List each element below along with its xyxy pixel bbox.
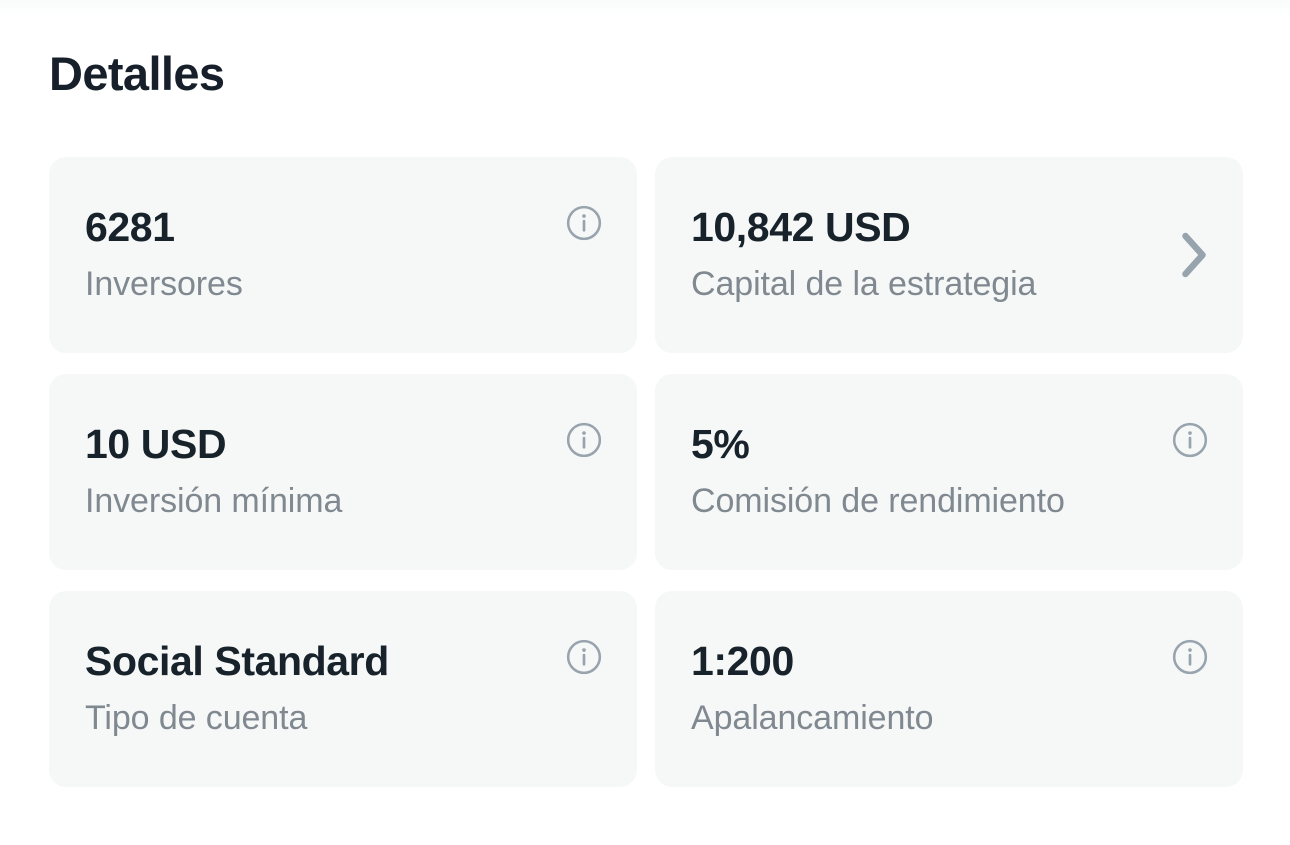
- detail-card-label: Capital de la estrategia: [691, 265, 1037, 303]
- detail-card-value: 10,842 USD: [691, 204, 911, 250]
- detail-card-label: Inversión mínima: [85, 482, 343, 520]
- info-circle-icon[interactable]: [1171, 421, 1209, 459]
- detail-card-value: 1:200: [691, 638, 794, 684]
- details-grid: 6281 Inversores 10,842 USD Capital de la…: [49, 157, 1243, 787]
- info-circle-icon[interactable]: [565, 421, 603, 459]
- detail-card-value: 5%: [691, 421, 750, 467]
- detail-card-label: Inversores: [85, 265, 243, 303]
- detail-card-tipo-de-cuenta[interactable]: Social Standard Tipo de cuenta: [49, 591, 637, 787]
- detail-card-inversores[interactable]: 6281 Inversores: [49, 157, 637, 353]
- detail-card-inversion-minima[interactable]: 10 USD Inversión mínima: [49, 374, 637, 570]
- detail-card-label: Comisión de rendimiento: [691, 482, 1065, 520]
- info-circle-icon[interactable]: [565, 638, 603, 676]
- detail-card-apalancamiento[interactable]: 1:200 Apalancamiento: [655, 591, 1243, 787]
- detail-card-value: Social Standard: [85, 638, 389, 684]
- chevron-right-icon[interactable]: [1175, 228, 1213, 282]
- info-circle-icon[interactable]: [565, 204, 603, 242]
- info-circle-icon[interactable]: [1171, 638, 1209, 676]
- detail-card-comision-rendimiento[interactable]: 5% Comisión de rendimiento: [655, 374, 1243, 570]
- detail-card-label: Tipo de cuenta: [85, 699, 308, 737]
- detail-card-capital-estrategia[interactable]: 10,842 USD Capital de la estrategia: [655, 157, 1243, 353]
- detail-card-label: Apalancamiento: [691, 699, 934, 737]
- detail-card-value: 6281: [85, 204, 175, 250]
- page-title: Detalles: [49, 47, 225, 100]
- detail-card-value: 10 USD: [85, 421, 227, 467]
